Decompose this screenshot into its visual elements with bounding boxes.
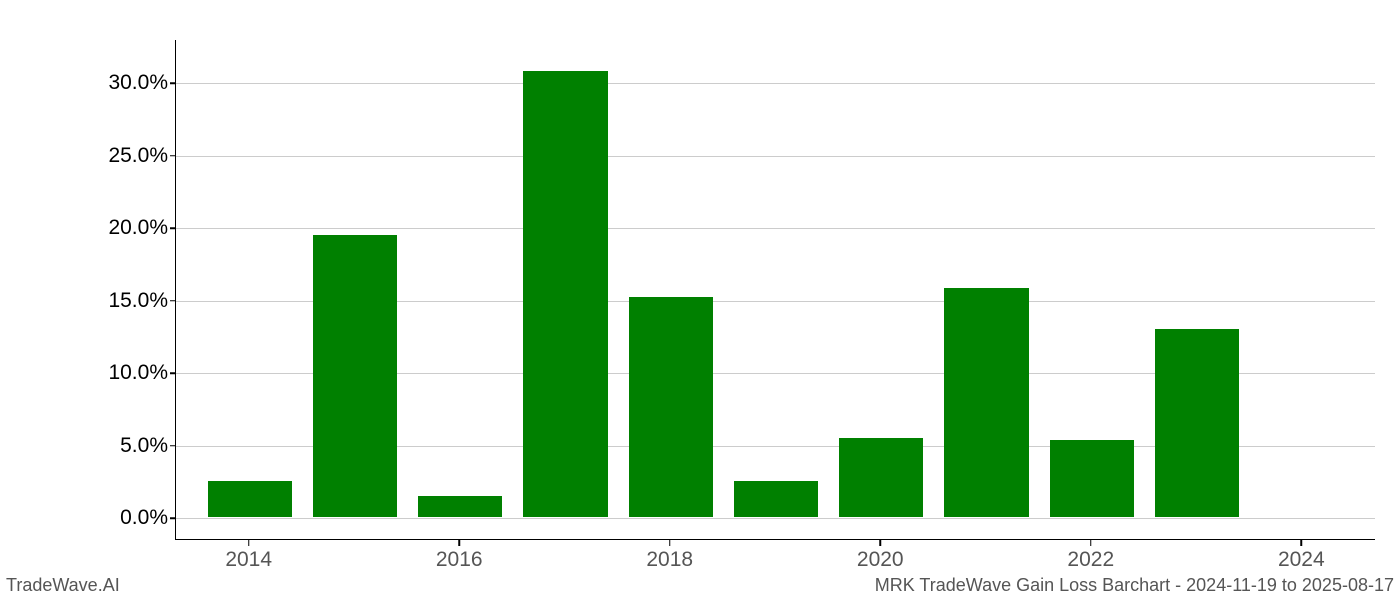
y-tick-label: 5.0% bbox=[120, 434, 168, 458]
x-tick-label: 2024 bbox=[1278, 548, 1325, 572]
x-tick-label: 2016 bbox=[436, 548, 483, 572]
y-tick-label: 20.0% bbox=[108, 216, 168, 240]
x-tick-mark bbox=[669, 540, 671, 546]
y-gridline bbox=[176, 228, 1375, 229]
y-tick-mark bbox=[170, 373, 176, 375]
footer-left-text: TradeWave.AI bbox=[6, 575, 120, 596]
x-tick-mark bbox=[1301, 540, 1303, 546]
x-tick-mark bbox=[458, 540, 460, 546]
x-tick-label: 2022 bbox=[1067, 548, 1114, 572]
bar-2023 bbox=[1155, 329, 1239, 517]
bar-2014 bbox=[208, 481, 292, 517]
y-tick-mark bbox=[170, 445, 176, 447]
y-gridline bbox=[176, 83, 1375, 84]
x-tick-mark bbox=[248, 540, 250, 546]
bar-2022 bbox=[1050, 440, 1134, 517]
y-tick-label: 15.0% bbox=[108, 289, 168, 313]
bar-2021 bbox=[944, 288, 1028, 517]
bar-2015 bbox=[313, 235, 397, 518]
y-tick-label: 0.0% bbox=[120, 506, 168, 530]
x-tick-label: 2018 bbox=[646, 548, 693, 572]
plot-area bbox=[175, 40, 1375, 540]
chart-container: TradeWave.AI MRK TradeWave Gain Loss Bar… bbox=[0, 0, 1400, 600]
bar-2018 bbox=[629, 297, 713, 517]
y-tick-label: 25.0% bbox=[108, 144, 168, 168]
x-tick-mark bbox=[880, 540, 882, 546]
y-gridline bbox=[176, 156, 1375, 157]
x-tick-label: 2020 bbox=[857, 548, 904, 572]
y-tick-mark bbox=[170, 300, 176, 302]
bar-2020 bbox=[839, 438, 923, 518]
footer-right-text: MRK TradeWave Gain Loss Barchart - 2024-… bbox=[875, 575, 1394, 596]
y-tick-mark bbox=[170, 155, 176, 157]
bar-2017 bbox=[523, 71, 607, 517]
y-gridline bbox=[176, 518, 1375, 519]
y-tick-mark bbox=[170, 518, 176, 520]
y-tick-mark bbox=[170, 83, 176, 85]
y-tick-label: 30.0% bbox=[108, 71, 168, 95]
y-tick-mark bbox=[170, 228, 176, 230]
bar-2016 bbox=[418, 496, 502, 518]
y-tick-label: 10.0% bbox=[108, 361, 168, 385]
x-tick-mark bbox=[1090, 540, 1092, 546]
bar-2019 bbox=[734, 481, 818, 517]
x-tick-label: 2014 bbox=[225, 548, 272, 572]
